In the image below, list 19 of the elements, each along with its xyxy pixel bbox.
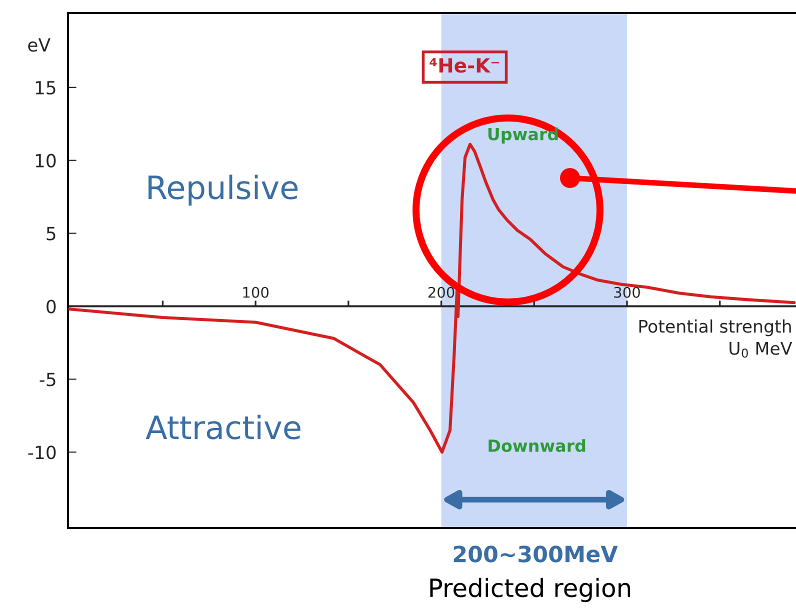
- y-tick-label: -5: [40, 372, 56, 386]
- annotation: Upward: [488, 128, 558, 144]
- annotation: Downward: [488, 439, 586, 452]
- y-axis-title: eV: [28, 38, 50, 52]
- annotation: ⁴He-K⁻: [430, 58, 500, 73]
- y-tick-label: 0: [46, 300, 56, 314]
- band-label: 200~300MeV: [454, 546, 618, 562]
- text: Predicted region: [430, 578, 630, 602]
- y-tick-label: 15: [36, 81, 56, 95]
- y-tick-label: 10: [36, 154, 56, 168]
- x-tick-label: 300: [614, 286, 640, 298]
- annotation: Attractive: [146, 414, 300, 440]
- line-series: [68, 142, 796, 454]
- y-tick-label: -10: [28, 446, 56, 460]
- x-axis-title: Potential strength U$_{0}$ MeV: [639, 319, 792, 358]
- y-tick-label: 5: [46, 226, 56, 240]
- x-tick-label: 100: [243, 286, 269, 298]
- x-tick-label: 200: [428, 286, 454, 298]
- annotation: Repulsive: [148, 174, 298, 206]
